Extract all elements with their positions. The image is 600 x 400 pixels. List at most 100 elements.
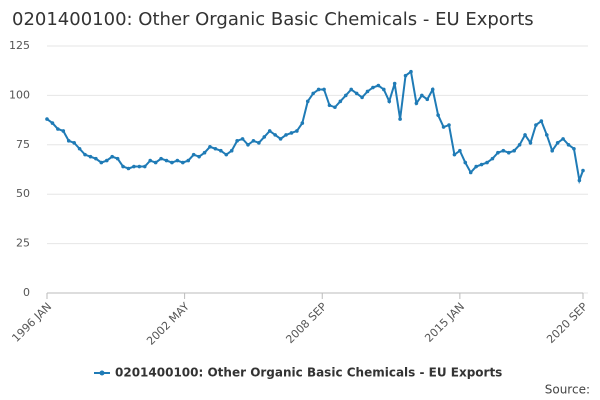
y-tick-label: 50 bbox=[16, 187, 30, 200]
data-point bbox=[110, 154, 114, 159]
data-point bbox=[115, 156, 120, 161]
data-point bbox=[430, 87, 435, 92]
data-point bbox=[409, 69, 413, 74]
data-point bbox=[251, 139, 256, 143]
data-point bbox=[45, 117, 49, 121]
data-point bbox=[550, 148, 555, 153]
data-point bbox=[77, 146, 82, 151]
data-point bbox=[539, 119, 544, 123]
data-point bbox=[300, 121, 305, 125]
data-point bbox=[528, 141, 533, 145]
data-point bbox=[229, 148, 234, 153]
data-point bbox=[517, 143, 522, 147]
data-point bbox=[208, 144, 212, 149]
data-point bbox=[121, 164, 125, 169]
data-point bbox=[452, 152, 457, 157]
data-point bbox=[267, 129, 272, 133]
data-point bbox=[311, 91, 315, 96]
data-point bbox=[371, 85, 375, 90]
data-point bbox=[327, 103, 332, 108]
x-tick-label: 1996 JAN bbox=[9, 300, 54, 345]
data-point bbox=[566, 143, 571, 147]
data-point bbox=[224, 152, 229, 157]
data-point bbox=[186, 158, 191, 163]
data-point bbox=[61, 129, 66, 133]
data-point bbox=[191, 152, 196, 157]
data-point bbox=[164, 158, 169, 163]
data-point bbox=[441, 125, 446, 129]
data-point bbox=[278, 137, 283, 141]
data-point bbox=[153, 160, 158, 165]
data-point bbox=[316, 87, 321, 92]
data-point bbox=[338, 99, 343, 104]
x-tick-label: 2002 MAY bbox=[144, 300, 192, 348]
data-point bbox=[88, 154, 93, 159]
data-point bbox=[289, 131, 294, 135]
data-point bbox=[83, 152, 87, 157]
data-point bbox=[72, 141, 76, 145]
data-point bbox=[257, 141, 261, 145]
y-tick-label: 100 bbox=[9, 88, 30, 101]
data-point bbox=[99, 160, 104, 165]
data-point bbox=[398, 117, 402, 121]
data-point bbox=[295, 129, 299, 133]
data-point bbox=[322, 87, 326, 92]
source-label: Source: bbox=[545, 383, 590, 397]
data-point bbox=[262, 135, 267, 139]
data-point bbox=[132, 164, 136, 169]
data-point bbox=[305, 99, 310, 104]
data-point bbox=[94, 156, 98, 161]
data-point bbox=[496, 150, 500, 155]
data-point bbox=[544, 133, 549, 137]
data-point bbox=[240, 137, 245, 141]
data-point bbox=[365, 89, 370, 94]
chart-title: 0201400100: Other Organic Basic Chemical… bbox=[12, 9, 534, 30]
data-point bbox=[273, 133, 277, 137]
x-tick-label: 2020 SEP bbox=[544, 300, 590, 346]
data-point bbox=[447, 123, 451, 127]
legend-label: 0201400100: Other Organic Basic Chemical… bbox=[115, 366, 502, 380]
y-tick-label: 25 bbox=[16, 237, 30, 250]
data-point bbox=[213, 146, 218, 151]
data-point bbox=[50, 121, 55, 125]
data-point bbox=[534, 123, 538, 127]
y-tick-label: 0 bbox=[23, 286, 30, 299]
data-point bbox=[561, 137, 565, 141]
data-point bbox=[436, 113, 440, 117]
legend-marker bbox=[99, 370, 105, 376]
data-point bbox=[523, 133, 527, 137]
data-point bbox=[512, 148, 516, 153]
data-point bbox=[202, 150, 207, 155]
data-point bbox=[197, 154, 201, 159]
data-point bbox=[403, 73, 408, 78]
data-point bbox=[219, 148, 223, 153]
data-point bbox=[490, 156, 495, 161]
data-point bbox=[501, 148, 506, 153]
data-point bbox=[392, 81, 397, 86]
data-point bbox=[479, 162, 484, 167]
data-point bbox=[126, 166, 131, 171]
data-line bbox=[46, 69, 584, 185]
data-point bbox=[382, 87, 386, 92]
data-point bbox=[463, 160, 468, 165]
data-point bbox=[142, 164, 147, 169]
data-point bbox=[474, 164, 478, 169]
data-point bbox=[420, 93, 424, 98]
data-point bbox=[333, 105, 337, 110]
data-point bbox=[66, 139, 71, 143]
y-tick-label: 125 bbox=[9, 39, 30, 52]
data-point bbox=[414, 101, 419, 106]
data-point bbox=[425, 97, 430, 102]
data-point bbox=[137, 164, 142, 169]
data-point bbox=[360, 95, 364, 100]
y-tick-label: 75 bbox=[16, 138, 30, 151]
data-point bbox=[104, 158, 109, 163]
data-point bbox=[170, 160, 174, 165]
data-point bbox=[159, 156, 163, 161]
data-point bbox=[387, 99, 392, 104]
data-point bbox=[376, 83, 381, 88]
data-point bbox=[246, 143, 250, 147]
data-point bbox=[485, 160, 489, 165]
data-point bbox=[572, 146, 576, 151]
